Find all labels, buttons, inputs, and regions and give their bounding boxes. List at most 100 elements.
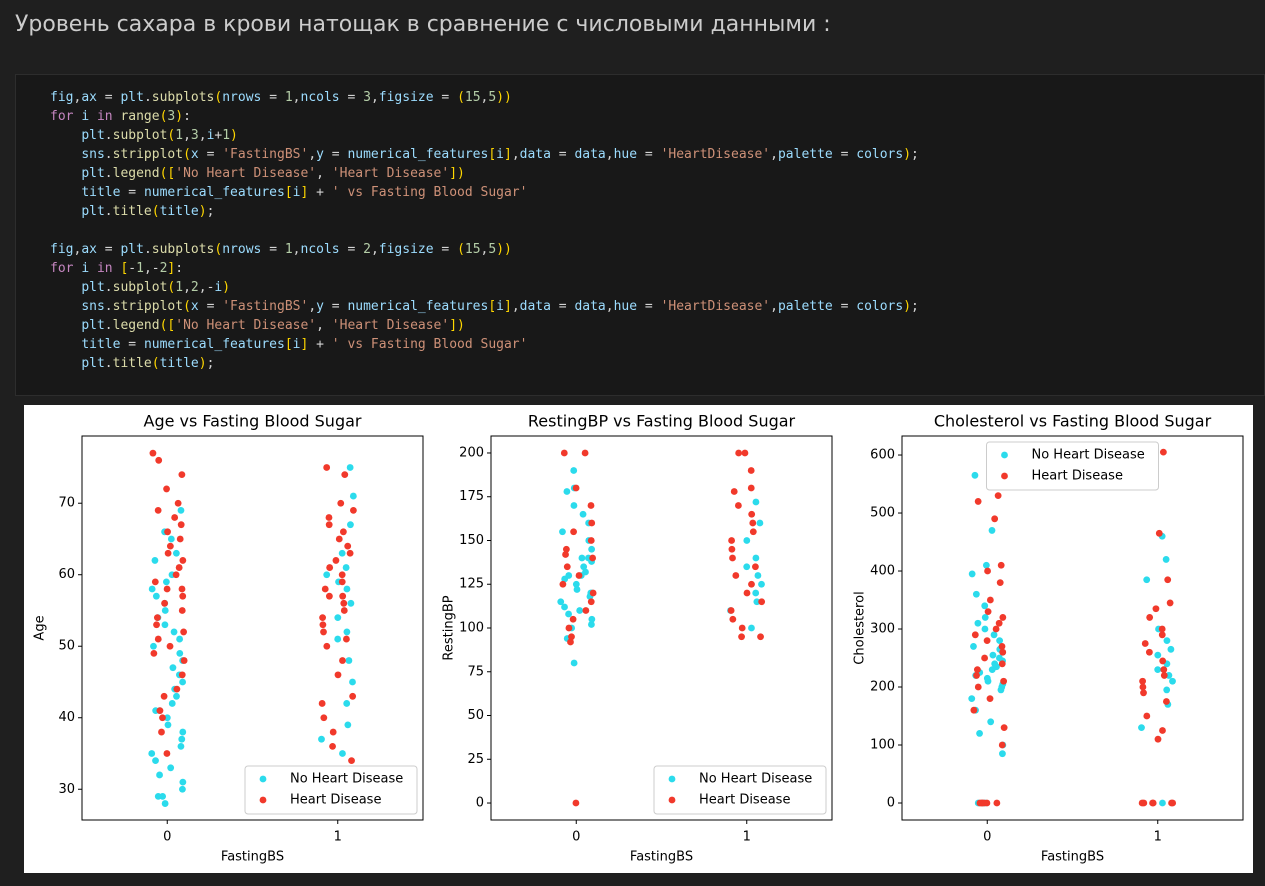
point xyxy=(1169,677,1176,685)
point xyxy=(339,750,346,757)
code-token: ] xyxy=(504,299,512,314)
code-token: nrows xyxy=(222,90,262,105)
code-token: fig xyxy=(50,242,74,257)
point xyxy=(320,714,328,722)
point xyxy=(974,498,982,505)
axes-frame xyxy=(490,435,833,821)
code-token: figsize xyxy=(378,90,434,105)
code-token: plt xyxy=(81,280,105,295)
code-token: 'FastingBS' xyxy=(222,147,309,162)
point xyxy=(1154,735,1162,743)
point xyxy=(154,506,162,514)
code-token: , xyxy=(198,280,207,295)
code-token: i xyxy=(81,109,90,124)
point xyxy=(991,515,999,523)
code-token: = xyxy=(128,337,137,352)
code-token: = xyxy=(644,299,653,314)
point xyxy=(565,624,573,632)
point xyxy=(581,449,589,457)
point xyxy=(320,628,327,636)
point xyxy=(757,633,764,641)
point xyxy=(318,700,326,707)
point xyxy=(727,607,735,614)
point xyxy=(754,572,762,579)
point xyxy=(176,535,184,543)
code-token: , xyxy=(770,147,778,162)
point xyxy=(177,506,185,514)
legend-label: No Heart Disease xyxy=(699,772,812,787)
point xyxy=(163,585,171,593)
code-token: , xyxy=(605,147,614,162)
code-token: 2 xyxy=(190,280,199,295)
point xyxy=(752,563,759,571)
code-line: for i in range(3): xyxy=(50,107,919,126)
code-token: , xyxy=(316,166,324,181)
point xyxy=(1159,657,1167,665)
point xyxy=(172,571,180,579)
point xyxy=(758,598,766,606)
code-token: ( xyxy=(214,242,223,257)
code-token: , xyxy=(511,299,520,314)
code-token: ( xyxy=(183,299,191,314)
point xyxy=(166,642,174,650)
legend-marker xyxy=(1001,472,1008,480)
point xyxy=(587,598,595,606)
code-token: ' vs Fasting Blood Sugar' xyxy=(331,185,528,200)
point xyxy=(563,488,571,495)
y-tick-label: 300 xyxy=(870,622,895,637)
code-token: title xyxy=(159,204,199,219)
point xyxy=(973,672,980,679)
code-token: 'Heart Disease' xyxy=(331,318,450,333)
code-token: 2 xyxy=(159,261,168,276)
point xyxy=(980,799,988,807)
code-token xyxy=(58,318,66,333)
point xyxy=(749,519,757,527)
point xyxy=(562,545,570,553)
code-token: = xyxy=(206,299,215,314)
code-token: ) xyxy=(457,166,465,181)
code-token: ncols xyxy=(300,242,340,257)
point xyxy=(738,633,745,641)
point xyxy=(334,614,342,622)
point xyxy=(729,554,736,562)
point xyxy=(572,799,580,807)
point xyxy=(573,586,581,593)
code-token xyxy=(551,299,559,314)
code-token: ) xyxy=(504,242,512,257)
point xyxy=(149,449,157,457)
legend-label: Heart Disease xyxy=(699,793,790,808)
point xyxy=(180,628,188,636)
point xyxy=(162,578,170,586)
code-token xyxy=(58,337,66,352)
point xyxy=(565,572,573,579)
code-token: subplot xyxy=(112,128,168,143)
point xyxy=(748,580,755,588)
point xyxy=(348,757,355,765)
point xyxy=(576,607,584,614)
code-token: subplots xyxy=(151,242,215,257)
point xyxy=(340,607,348,614)
code-token: ) xyxy=(903,299,912,314)
code-token xyxy=(50,299,58,314)
code-token: plt xyxy=(81,166,105,181)
y-tick-label: 30 xyxy=(58,782,75,797)
point xyxy=(572,484,580,492)
code-token: 'No Heart Disease' xyxy=(175,318,317,333)
code-token: = xyxy=(840,147,849,162)
code-token: x xyxy=(190,147,199,162)
point xyxy=(161,800,169,807)
point xyxy=(970,706,978,714)
point xyxy=(986,596,994,604)
code-cell[interactable]: fig,ax = plt.subplots(nrows = 1,ncols = … xyxy=(15,74,1265,396)
code-token: sns xyxy=(81,147,105,162)
point xyxy=(561,603,568,611)
code-token xyxy=(50,166,58,181)
code-token: plt xyxy=(120,242,144,257)
point xyxy=(968,695,976,703)
point xyxy=(319,621,327,629)
point xyxy=(325,514,333,521)
code-token: i xyxy=(206,128,215,143)
point xyxy=(1138,724,1145,732)
code-token: ) xyxy=(457,318,465,333)
code-token: , xyxy=(143,261,152,276)
